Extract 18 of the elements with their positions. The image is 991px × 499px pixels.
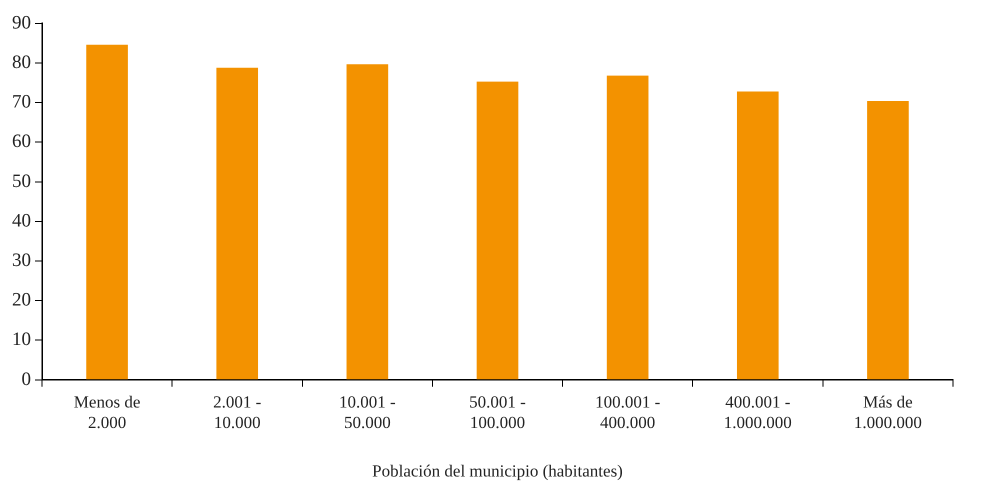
y-tick-label: 30 bbox=[12, 250, 31, 271]
x-tick-label: Menos de 2.000 bbox=[74, 392, 140, 432]
y-tick-label: 60 bbox=[12, 131, 31, 152]
x-tick-label: 10.001 - 50.000 bbox=[339, 392, 396, 432]
y-tick-label: 50 bbox=[12, 170, 31, 192]
x-tick-label: 50.001 - 100.000 bbox=[469, 392, 526, 432]
x-axis-title: Población del municipio (habitantes) bbox=[372, 461, 623, 480]
y-tick-label: 80 bbox=[12, 52, 31, 73]
y-tick-label: 40 bbox=[12, 210, 31, 232]
x-tick-label: 400.001 - 1.000.000 bbox=[724, 392, 792, 432]
x-tick-label: 100.001 - 400.000 bbox=[595, 392, 661, 432]
x-tick-label: 2.001 - 10.000 bbox=[213, 392, 262, 432]
y-tick-label: 10 bbox=[12, 329, 31, 350]
y-tick-label: 20 bbox=[12, 290, 31, 311]
y-tick-label: 70 bbox=[12, 92, 31, 113]
y-tick-label: 90 bbox=[12, 12, 31, 34]
x-tick-label: Más de 1.000.000 bbox=[854, 392, 922, 432]
y-tick-label: 0 bbox=[22, 368, 31, 390]
